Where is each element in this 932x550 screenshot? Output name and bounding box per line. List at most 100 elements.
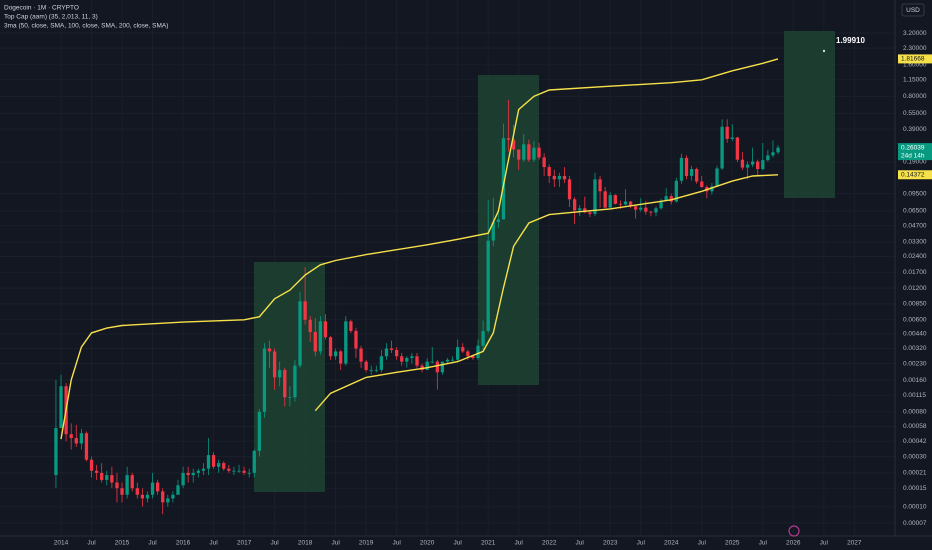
candle-body: [257, 411, 261, 451]
candle-body: [196, 470, 200, 473]
candle-body: [618, 203, 623, 205]
candle-body: [100, 472, 104, 480]
x-tick-label: Jul: [637, 540, 646, 547]
y-tick-label: 0.00080: [903, 409, 927, 416]
x-tick-label: Jul: [270, 540, 279, 547]
candle-body: [415, 356, 419, 366]
candle-body: [394, 349, 399, 357]
candle-body: [384, 348, 389, 357]
candle-body: [766, 155, 770, 161]
candle-body: [720, 126, 724, 169]
y-tick-label: 0.06500: [903, 208, 927, 215]
candle-body: [369, 369, 373, 371]
overlay-line: [314, 174, 779, 412]
candle-body: [628, 201, 633, 207]
x-tick-label: Jul: [515, 540, 524, 547]
y-tick-label: 0.00850: [903, 301, 927, 308]
candle-body: [115, 482, 119, 489]
candle-body: [440, 361, 445, 373]
candle-body: [761, 160, 765, 170]
candle-body: [511, 139, 516, 150]
candle-body: [649, 211, 653, 213]
candle-body: [237, 470, 241, 472]
y-tick-label: 0.00600: [903, 317, 927, 324]
candle-body: [135, 488, 139, 495]
candle-body: [191, 472, 195, 476]
candle-body: [700, 181, 704, 187]
y-tick-label: 0.00115: [903, 392, 926, 399]
candle-body: [750, 161, 755, 165]
candle-body: [634, 206, 638, 210]
price-label-box: [898, 143, 932, 161]
candle-body: [181, 472, 185, 486]
candle-body: [140, 494, 145, 499]
candle-body: [110, 475, 114, 483]
grid: [0, 0, 895, 536]
y-tick-label: 0.00230: [903, 360, 927, 367]
candle-body: [344, 321, 348, 364]
candle-body: [222, 463, 226, 469]
x-tick-label: Jul: [820, 540, 829, 547]
candle-body: [435, 361, 439, 373]
candle-body: [303, 301, 307, 320]
plot: [54, 58, 780, 515]
candle-body: [654, 208, 658, 213]
candle-body: [603, 191, 607, 208]
candle-body: [471, 356, 475, 358]
candle-body: [339, 351, 343, 364]
candle-body: [481, 330, 485, 346]
x-tick-label: Jul: [576, 540, 585, 547]
candle-body: [272, 351, 277, 378]
price-label: 0.26039: [901, 144, 925, 151]
y-tick-label: 0.00058: [903, 423, 927, 430]
y-tick-label: 2.30000: [903, 45, 927, 52]
logo: [788, 525, 800, 537]
y-tick-label: 0.55000: [903, 110, 927, 117]
candle-body: [695, 169, 699, 182]
candle-body: [166, 498, 170, 503]
candle-body: [639, 207, 643, 210]
candle-body: [293, 365, 297, 398]
candle-body: [161, 491, 165, 503]
candle-body: [445, 359, 450, 362]
candle-body: [527, 144, 531, 160]
x-tick-label: 2017: [237, 540, 252, 547]
candle-body: [298, 301, 302, 366]
x-tick-label: 2024: [664, 540, 679, 547]
candle-body: [745, 164, 750, 168]
candle-body: [262, 348, 267, 412]
y-tick-label: 1.60000: [903, 61, 927, 68]
annotation: 1.99910: [836, 36, 865, 45]
candle-body: [567, 179, 572, 200]
candle-body: [501, 138, 506, 220]
candle-body: [669, 196, 673, 202]
candle-body: [710, 186, 714, 192]
candle-body: [89, 459, 94, 471]
x-tick-label: 2014: [54, 540, 69, 547]
y-tick-label: 0.39000: [903, 126, 927, 133]
currency[interactable]: USD: [906, 7, 920, 14]
candle-body: [323, 321, 328, 338]
candle-body: [318, 321, 323, 352]
candle-body: [552, 175, 556, 180]
x-tick-label: Jul: [87, 540, 96, 547]
candle-body: [557, 175, 562, 180]
y-tick-label: 0.00440: [903, 331, 927, 338]
candle-body: [359, 348, 363, 362]
candle-body: [130, 475, 134, 489]
y-tick-label: 0.00160: [903, 377, 927, 384]
currency-box[interactable]: [901, 3, 925, 17]
candle-body: [79, 433, 84, 444]
candle-body: [242, 470, 246, 473]
candle-body: [150, 482, 155, 495]
candle-body: [456, 347, 460, 360]
x-tick-label: 2019: [359, 540, 374, 547]
candle-body: [155, 482, 160, 492]
candle-body: [572, 199, 577, 211]
candle-body: [278, 369, 282, 378]
x-tick-label: Jul: [331, 540, 340, 547]
candle-body: [562, 175, 567, 180]
x-tick-label: Jul: [454, 540, 463, 547]
candle-body: [725, 126, 729, 139]
